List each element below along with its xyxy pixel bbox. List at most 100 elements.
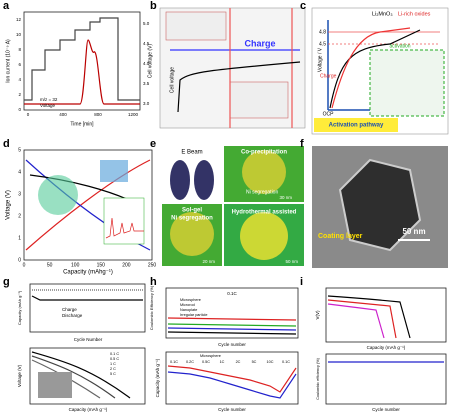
label: f bbox=[300, 138, 304, 150]
label: 1C bbox=[220, 360, 225, 364]
label: Charge bbox=[320, 73, 337, 79]
label: 4.0 bbox=[143, 61, 150, 66]
label: Cycle number bbox=[218, 407, 246, 412]
label: OCP bbox=[323, 111, 335, 117]
panel-b-shapes bbox=[159, 7, 306, 129]
label: g bbox=[3, 276, 10, 288]
panel-c-shapes bbox=[311, 7, 449, 135]
label: 0 bbox=[27, 112, 30, 117]
label: 20 nm bbox=[202, 259, 215, 264]
label: 0.1C bbox=[170, 360, 178, 364]
label: 5 bbox=[18, 147, 21, 153]
panel-d-shapes bbox=[23, 149, 153, 261]
label: Coulombic Efficiency (%) bbox=[149, 285, 154, 330]
label: Irregular particle bbox=[180, 313, 207, 317]
label: 4.8 bbox=[319, 29, 326, 35]
label: Activation pathway bbox=[329, 123, 384, 129]
label: 100 bbox=[71, 262, 80, 268]
label: 50 nm bbox=[402, 227, 425, 236]
panel-g-shapes bbox=[29, 283, 146, 405]
label: b bbox=[150, 0, 157, 12]
label: 8 bbox=[18, 47, 21, 52]
label: 4.5 bbox=[319, 41, 326, 47]
label: 4 bbox=[18, 169, 21, 175]
label: Ion current (10⁻⁹ A) bbox=[5, 39, 11, 83]
label: Capacity (mAh g⁻¹) bbox=[155, 358, 160, 397]
label: Ni segregation bbox=[171, 216, 213, 222]
label: 0.1C bbox=[282, 360, 290, 364]
panel-a-shapes bbox=[23, 11, 141, 111]
label: a bbox=[3, 0, 10, 12]
label: Charge bbox=[62, 307, 77, 312]
label: d bbox=[3, 138, 10, 150]
label: c bbox=[300, 0, 306, 12]
label: h bbox=[150, 276, 157, 288]
label: 0.2C bbox=[186, 360, 194, 364]
panel-h-shapes bbox=[165, 287, 299, 405]
label: 1200 bbox=[128, 112, 139, 117]
label: 4 bbox=[18, 77, 21, 82]
label: Nanoplate bbox=[180, 308, 197, 312]
label: activation bbox=[389, 43, 410, 49]
label: Co-precipitation bbox=[241, 150, 287, 156]
label: Capacity (mAh g⁻¹) bbox=[367, 345, 406, 350]
label: Discharge bbox=[62, 313, 83, 318]
label: Voltage bbox=[40, 103, 56, 108]
label: Cell voltage (V) bbox=[147, 44, 153, 79]
label: i bbox=[300, 276, 303, 288]
label: 3 bbox=[18, 191, 21, 197]
label: 0.5C bbox=[202, 360, 210, 364]
label: 400 bbox=[59, 112, 67, 117]
label: 1 C bbox=[110, 362, 116, 366]
label: Li₂MnO₃ bbox=[372, 11, 393, 17]
label: Voltage (V) bbox=[6, 190, 12, 220]
label: Capacity (mAh g⁻¹) bbox=[17, 290, 22, 325]
label: 10C bbox=[267, 360, 274, 364]
label: 150 bbox=[97, 262, 106, 268]
label: Cell voltage bbox=[169, 67, 175, 93]
label: 2C bbox=[236, 360, 241, 364]
label: 1 bbox=[18, 235, 21, 241]
label: 0.1C bbox=[227, 291, 237, 296]
text-layer: a b c d e f g h i Ion current (10⁻⁹ A) Cell voltag… bbox=[3, 0, 431, 412]
label: Charge bbox=[244, 38, 275, 48]
label: 2 bbox=[18, 92, 21, 97]
label: e bbox=[150, 138, 156, 150]
label: Coating layer bbox=[318, 233, 363, 240]
label: Voltage / V bbox=[317, 47, 323, 72]
label: 2 bbox=[18, 213, 21, 219]
label: 0 bbox=[18, 107, 21, 112]
label: Sol-gel bbox=[182, 208, 202, 214]
label: Ni segregation bbox=[246, 189, 278, 195]
label: 2 C bbox=[110, 367, 116, 371]
panel-e-shapes bbox=[162, 146, 304, 266]
label: Li-rich oxides bbox=[398, 11, 431, 17]
label: 3.0 bbox=[143, 101, 150, 106]
label: Time [min] bbox=[70, 121, 94, 127]
panel-f-shapes bbox=[312, 146, 448, 268]
label: 30 nm bbox=[279, 195, 292, 200]
panel-i-shapes bbox=[325, 287, 447, 405]
label: 5C bbox=[252, 360, 257, 364]
label: 250 bbox=[148, 262, 157, 268]
label: 50 bbox=[47, 262, 53, 268]
label: 5 C bbox=[110, 372, 116, 376]
label: Hydrothermal assisted bbox=[232, 210, 297, 216]
label: 4.5 bbox=[143, 41, 150, 46]
label: Cycle Number bbox=[74, 337, 103, 342]
label: Voltage (V) bbox=[17, 364, 22, 387]
label: Cycle number bbox=[372, 407, 400, 412]
label: Capacity (mAhg⁻¹) bbox=[63, 270, 113, 276]
label: Capacity (mAh g⁻¹) bbox=[69, 407, 108, 412]
label: 5.0 bbox=[143, 21, 150, 26]
label: 200 bbox=[122, 262, 131, 268]
label: Microsphere bbox=[200, 354, 221, 358]
label: Microsphere bbox=[180, 298, 201, 302]
label: 0.5 C bbox=[110, 357, 119, 361]
label: 800 bbox=[94, 112, 102, 117]
label: Coulombic efficiency (%) bbox=[316, 357, 320, 399]
label: 0 bbox=[23, 262, 26, 268]
label: 6 bbox=[18, 62, 21, 67]
label: V(V) bbox=[315, 310, 320, 320]
